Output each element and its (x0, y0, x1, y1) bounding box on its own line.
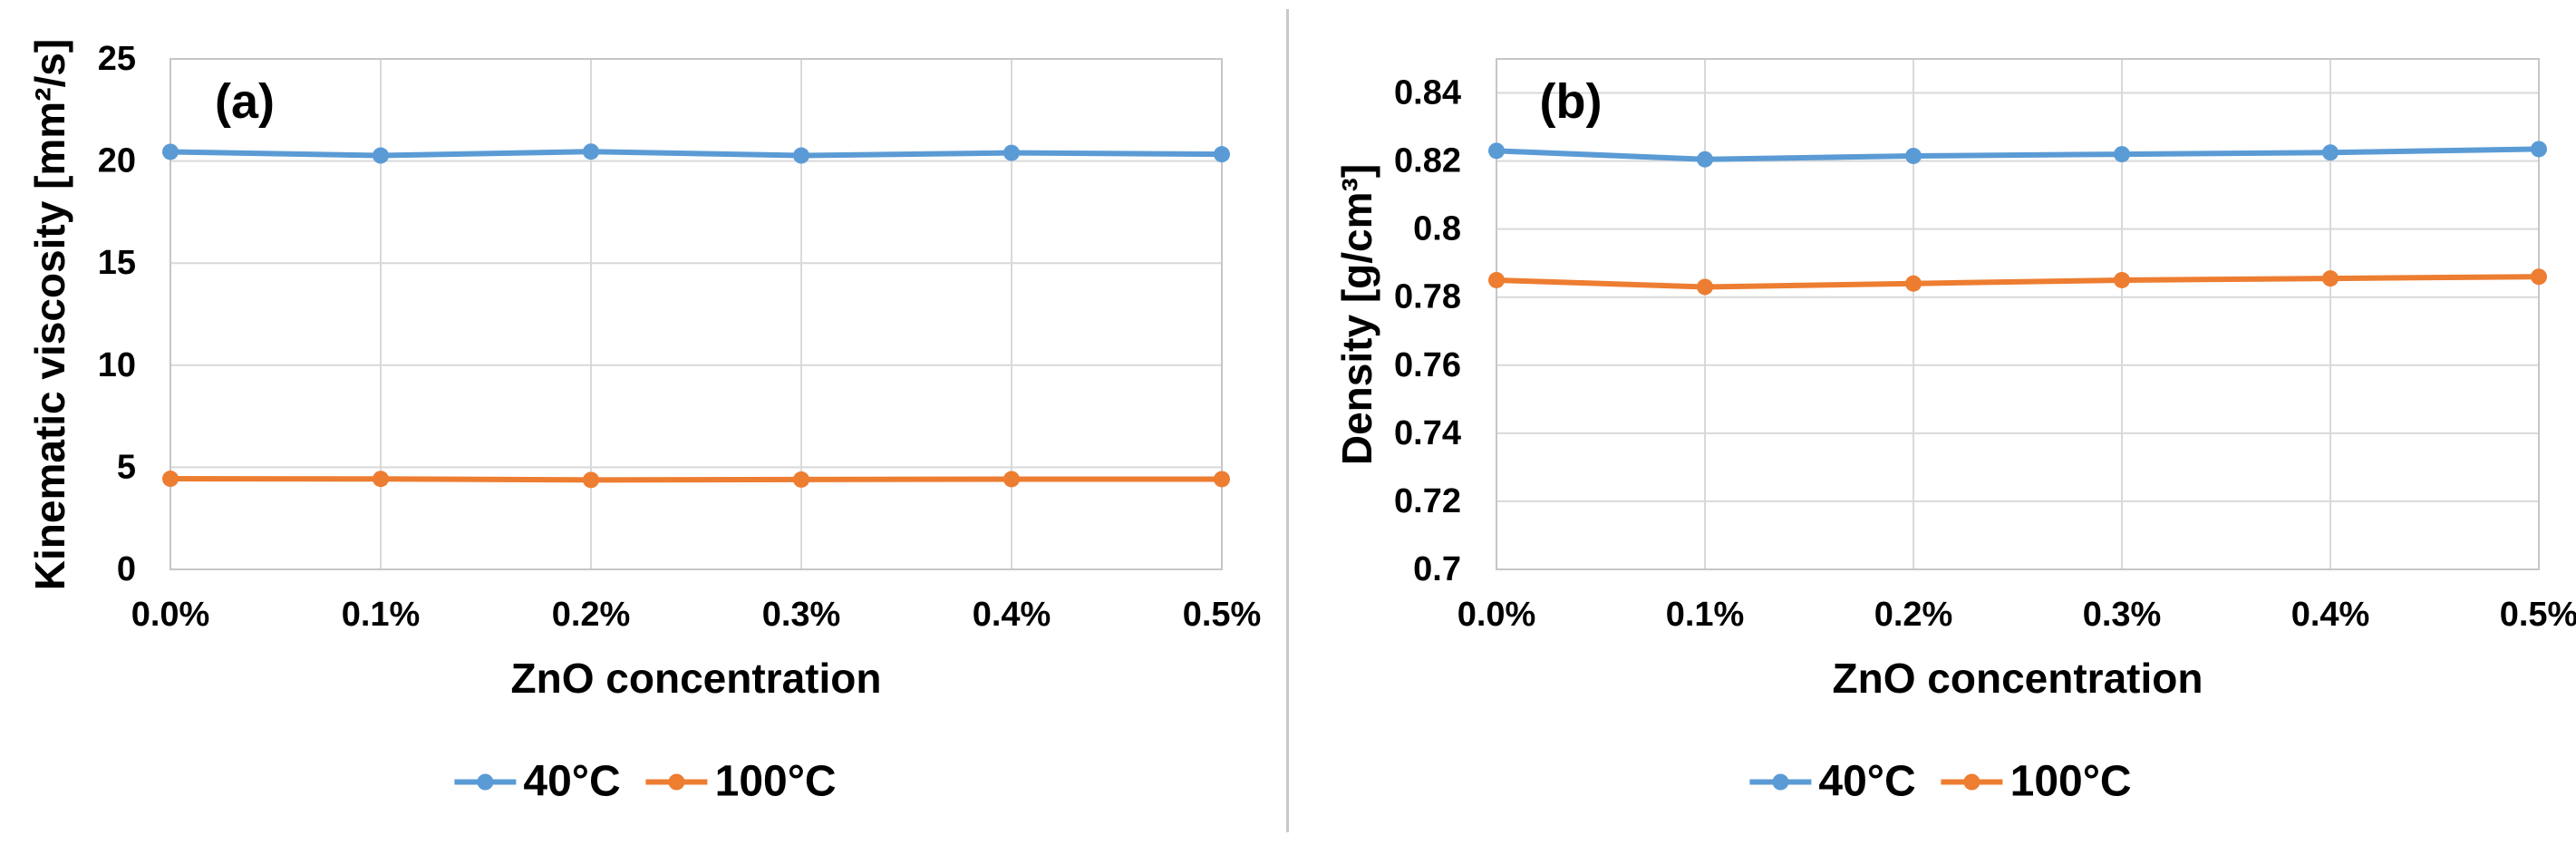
data-point-40°C-0.4% (2322, 144, 2339, 161)
data-point-40°C-0.0% (1488, 142, 1505, 160)
data-point-40°C-0.1% (1697, 151, 1713, 168)
series-line-100°C (168, 476, 1225, 483)
legend-swatch-40c-b (1749, 773, 1812, 790)
x-tick-label: 0.1% (342, 596, 421, 634)
y-axis-title-density: Density [g/cm³] (1333, 163, 1380, 466)
series-line-100°C (1494, 274, 2542, 290)
x-tick-label: 0.2% (1874, 596, 1953, 634)
panel-divider (1286, 9, 1289, 832)
legend-a: 40°C 100°C (452, 757, 837, 807)
data-point-100°C-0.1% (373, 471, 389, 488)
legend-swatch-100c-b (1941, 773, 2003, 790)
legend-swatch-40c-a (454, 773, 517, 790)
legend-item-40c-b: 40°C (1748, 757, 1916, 807)
data-point-100°C-0.5% (1214, 471, 1230, 488)
data-point-40°C-0.3% (2114, 146, 2130, 163)
y-tick-label: 0.82 (1394, 142, 1461, 180)
y-tick-label: 0.84 (1394, 74, 1461, 112)
series-line-40°C (1494, 146, 2542, 162)
data-point-40°C-0.2% (583, 143, 599, 160)
x-tick-label: 0.1% (1666, 596, 1745, 634)
plot-border (1496, 58, 2540, 570)
y-tick-label: 0.76 (1394, 346, 1461, 384)
legend-label-40c-a: 40°C (523, 757, 621, 806)
data-point-100°C-0.0% (1488, 271, 1505, 288)
data-point-40°C-0.0% (162, 143, 179, 160)
panel-label-a: (a) (215, 74, 275, 129)
legend-b: 40°C 100°C (1748, 757, 2132, 807)
x-tick-label: 0.0% (1457, 596, 1536, 634)
data-point-40°C-0.4% (1003, 144, 1020, 161)
y-tick-label: 0.74 (1394, 414, 1461, 452)
y-tick-label: 20 (98, 142, 136, 180)
data-point-40°C-0.1% (373, 147, 389, 164)
x-tick-label: 0.4% (973, 596, 1051, 634)
x-axis-title-b: ZnO concentration (1832, 655, 2203, 702)
y-tick-label: 0.8 (1413, 210, 1461, 248)
legend-marker-100c-b (1963, 773, 1980, 790)
y-tick-label: 10 (98, 346, 136, 384)
legend-item-100c-b: 100°C (1940, 757, 2132, 807)
x-tick-label: 0.4% (2291, 596, 2370, 634)
x-tick-label: 0.5% (2500, 596, 2576, 634)
legend-item-40c-a: 40°C (452, 757, 621, 807)
data-point-100°C-0.4% (1003, 471, 1020, 488)
chart-panel-a: 0 5 10 15 20 25 0.0% 0.1% 0.2% 0.3% 0.4% 0.5% (98, 40, 1262, 634)
data-point-100°C-0.4% (2322, 270, 2339, 287)
data-point-40°C-0.5% (2531, 141, 2547, 158)
x-tick-label: 0.5% (1183, 596, 1262, 634)
data-point-40°C-0.3% (793, 147, 809, 164)
y-tick-label: 15 (98, 244, 136, 282)
data-point-100°C-0.5% (2531, 268, 2547, 286)
legend-label-100c-b: 100°C (2009, 757, 2132, 806)
y-axis-title-viscosity: Kinematic viscosity [mm²/s] (26, 38, 73, 591)
legend-label-100c-a: 100°C (714, 757, 837, 806)
data-point-100°C-0.0% (162, 471, 179, 488)
y-tick-label: 25 (98, 40, 136, 78)
x-tick-label: 0.0% (131, 596, 210, 634)
y-tick-label: 0.7 (1413, 550, 1461, 588)
data-point-100°C-0.1% (1697, 278, 1713, 296)
chart-panel-b: 0.7 0.72 0.74 0.76 0.78 0.8 0.82 0.84 0.0% 0.1% 0.… (1394, 58, 2576, 634)
y-tick-label: 0 (117, 550, 136, 588)
series-line-40°C (168, 149, 1225, 159)
x-axis-title-a: ZnO concentration (510, 655, 882, 702)
legend-item-100c-a: 100°C (644, 757, 837, 807)
data-point-100°C-0.3% (2114, 271, 2130, 288)
data-point-100°C-0.3% (793, 471, 809, 488)
legend-marker-100c-a (668, 773, 685, 790)
panel-label-b: (b) (1539, 74, 1603, 129)
legend-swatch-100c-a (645, 773, 708, 790)
data-point-40°C-0.5% (1214, 146, 1230, 163)
legend-marker-40c-b (1772, 773, 1789, 790)
plot-border (169, 58, 1223, 570)
x-tick-label: 0.3% (762, 596, 841, 634)
y-tick-label: 0.72 (1394, 482, 1461, 520)
data-point-40°C-0.2% (1905, 147, 1922, 164)
data-point-100°C-0.2% (1905, 275, 1922, 292)
legend-label-40c-b: 40°C (1818, 757, 1916, 806)
x-tick-label: 0.3% (2083, 596, 2162, 634)
y-tick-label: 0.78 (1394, 278, 1461, 316)
x-tick-label: 0.2% (552, 596, 631, 634)
legend-marker-40c-a (477, 773, 494, 790)
data-point-100°C-0.2% (583, 471, 599, 489)
y-tick-label: 5 (117, 448, 136, 486)
